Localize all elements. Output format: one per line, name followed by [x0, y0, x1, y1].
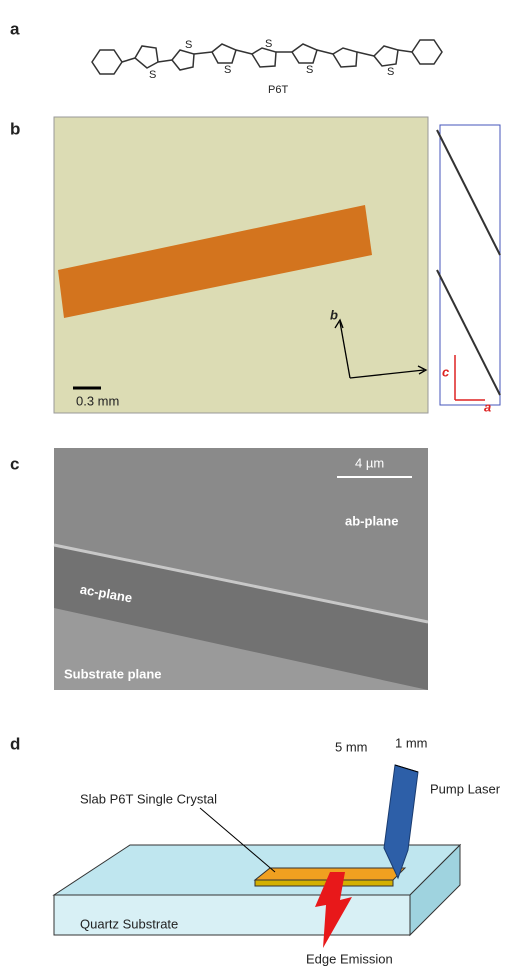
plane-label: ab-plane	[345, 513, 398, 528]
panel-label: b	[10, 119, 20, 138]
panel-label: d	[10, 734, 20, 753]
dimension-label: 5 mm	[335, 739, 368, 754]
atom-label: S	[306, 64, 313, 76]
atom-label: S	[387, 66, 394, 78]
atom-label: S	[149, 69, 156, 81]
annotation: Quartz Substrate	[80, 916, 178, 931]
annotation: Edge Emission	[306, 951, 393, 966]
panel-label: c	[10, 454, 19, 473]
annotation: Slab P6T Single Crystal	[80, 791, 217, 806]
atom-labels: S S S S S S	[149, 38, 394, 81]
plane-label: Substrate plane	[64, 666, 162, 681]
atom-label: S	[224, 64, 231, 76]
cell-label: c	[442, 364, 450, 379]
panel-label: a	[10, 19, 20, 38]
scale-label: 0.3 mm	[76, 393, 119, 408]
figure: a S S S S S S P6T b 0.3 mm b a	[0, 0, 511, 972]
cell-label: a	[484, 399, 491, 414]
dimension-label: 1 mm	[395, 735, 428, 750]
scale-label: 4 µm	[355, 455, 384, 470]
axis-label: b	[330, 307, 338, 322]
crystal-edge	[255, 880, 393, 886]
annotation: Pump Laser	[430, 781, 501, 796]
atom-label: S	[265, 38, 272, 50]
molecule-name: P6T	[268, 84, 288, 96]
atom-label: S	[185, 39, 192, 51]
